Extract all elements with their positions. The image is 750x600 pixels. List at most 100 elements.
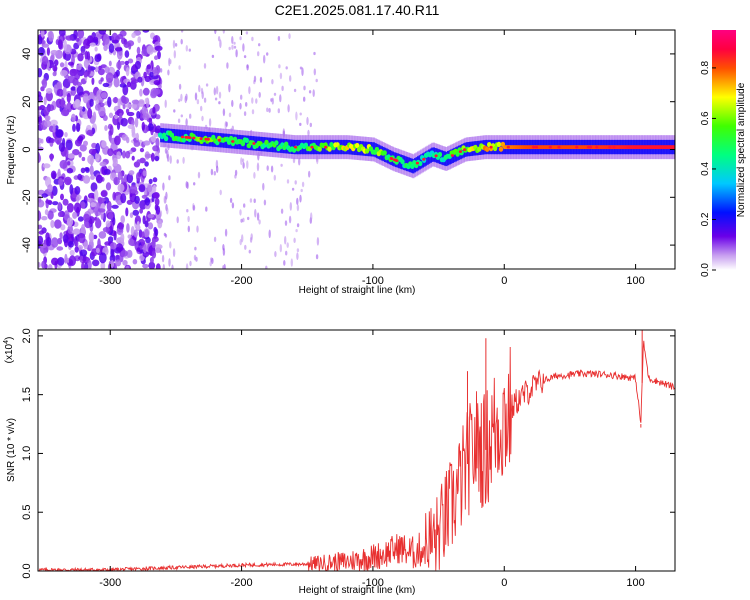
faint-streak: [173, 50, 176, 59]
faint-streak: [266, 107, 269, 113]
faint-streak: [245, 31, 249, 35]
noise-blob: [131, 32, 136, 39]
snr-background: [38, 330, 675, 571]
noise-blob: [124, 50, 130, 58]
faint-streak: [235, 49, 238, 58]
faint-streak: [295, 229, 298, 233]
noise-blob: [131, 155, 135, 161]
faint-streak: [266, 165, 269, 171]
noise-blob: [62, 234, 69, 244]
noise-blob: [141, 194, 148, 199]
noise-blob: [47, 104, 55, 112]
ridge-hotspot: [532, 145, 536, 149]
noise-blob: [117, 200, 122, 206]
noise-blob: [110, 242, 117, 250]
snr-y-multiplier-base: (x10: [4, 343, 15, 363]
faint-streak: [187, 215, 190, 223]
noise-blob: [133, 140, 141, 147]
faint-streak: [228, 46, 231, 51]
ridge-hotspot: [640, 145, 644, 149]
faint-streak: [270, 165, 274, 173]
noise-blob: [50, 219, 55, 229]
noise-blob: [67, 153, 75, 159]
faint-streak: [268, 108, 271, 113]
faint-streak: [162, 182, 165, 191]
noise-blob: [144, 97, 149, 104]
faint-streak: [257, 51, 260, 57]
noise-blob: [60, 224, 66, 231]
ridge-core: [228, 135, 234, 141]
noise-blob: [106, 200, 112, 212]
faint-streak: [167, 69, 170, 76]
colorbar-gradient: [712, 30, 736, 270]
noise-blob: [59, 159, 68, 169]
noise-blob: [144, 153, 153, 158]
faint-streak: [189, 113, 192, 119]
ridge-band: [497, 139, 500, 155]
noise-blob: [52, 65, 58, 72]
noise-blob: [111, 39, 119, 44]
noise-blob: [129, 212, 134, 219]
noise-blob: [88, 231, 95, 243]
noise-blob: [136, 159, 141, 166]
faint-streak: [165, 191, 168, 200]
noise-blob: [122, 104, 126, 110]
noise-blob: [64, 132, 68, 138]
faint-streak: [178, 83, 182, 90]
snr-y-tick-label: 1.0: [21, 446, 33, 461]
noise-blob: [38, 195, 42, 203]
ridge-hotspot: [450, 154, 454, 157]
faint-streak: [231, 99, 234, 108]
noise-blob: [114, 114, 119, 120]
faint-streak: [205, 206, 208, 212]
faint-streak: [303, 85, 306, 91]
noise-blob: [138, 100, 145, 107]
noise-blob: [60, 193, 64, 201]
noise-blob: [152, 184, 157, 194]
noise-blob: [78, 233, 86, 244]
noise-blob: [124, 60, 129, 65]
ridge-hotspot: [463, 148, 467, 152]
noise-blob: [62, 198, 69, 206]
faint-streak: [168, 57, 171, 67]
noise-blob: [146, 64, 152, 70]
faint-streak: [159, 250, 163, 254]
noise-blob: [147, 123, 154, 131]
noise-blob: [137, 36, 141, 44]
faint-streak: [233, 45, 237, 49]
faint-streak: [249, 198, 253, 203]
ridge-core: [317, 146, 322, 152]
faint-streak: [215, 85, 219, 95]
noise-blob: [72, 149, 80, 156]
faint-streak: [273, 174, 276, 181]
faint-streak: [248, 249, 251, 254]
noise-blob: [152, 145, 160, 152]
spectrogram-x-tick-label: 100: [626, 275, 644, 287]
faint-streak: [233, 41, 236, 45]
snr-line: [38, 340, 675, 571]
faint-streak: [197, 171, 201, 179]
noise-blob: [136, 46, 141, 55]
faint-streak: [196, 225, 199, 233]
faint-streak: [164, 147, 168, 154]
faint-streak: [241, 158, 245, 163]
faint-streak: [303, 96, 306, 102]
noise-blob: [67, 224, 73, 234]
noise-blob: [87, 64, 91, 75]
noise-blob: [112, 157, 118, 167]
noise-blob: [125, 207, 129, 217]
noise-blob: [77, 30, 85, 39]
ridge-hotspot: [293, 145, 298, 149]
faint-streak: [171, 264, 174, 269]
noise-blob: [47, 264, 53, 269]
colorbar-ticks: 0.0 0.2 0.4 0.6 0.8: [700, 61, 716, 277]
noise-blob: [38, 46, 45, 56]
noise-blob: [99, 161, 107, 167]
faint-streak: [193, 254, 197, 261]
noise-blob: [44, 115, 51, 122]
noise-blob: [38, 261, 41, 268]
noise-blob: [44, 209, 49, 216]
noise-blob: [55, 129, 63, 138]
faint-streak: [300, 188, 303, 193]
noise-blob: [95, 152, 100, 162]
